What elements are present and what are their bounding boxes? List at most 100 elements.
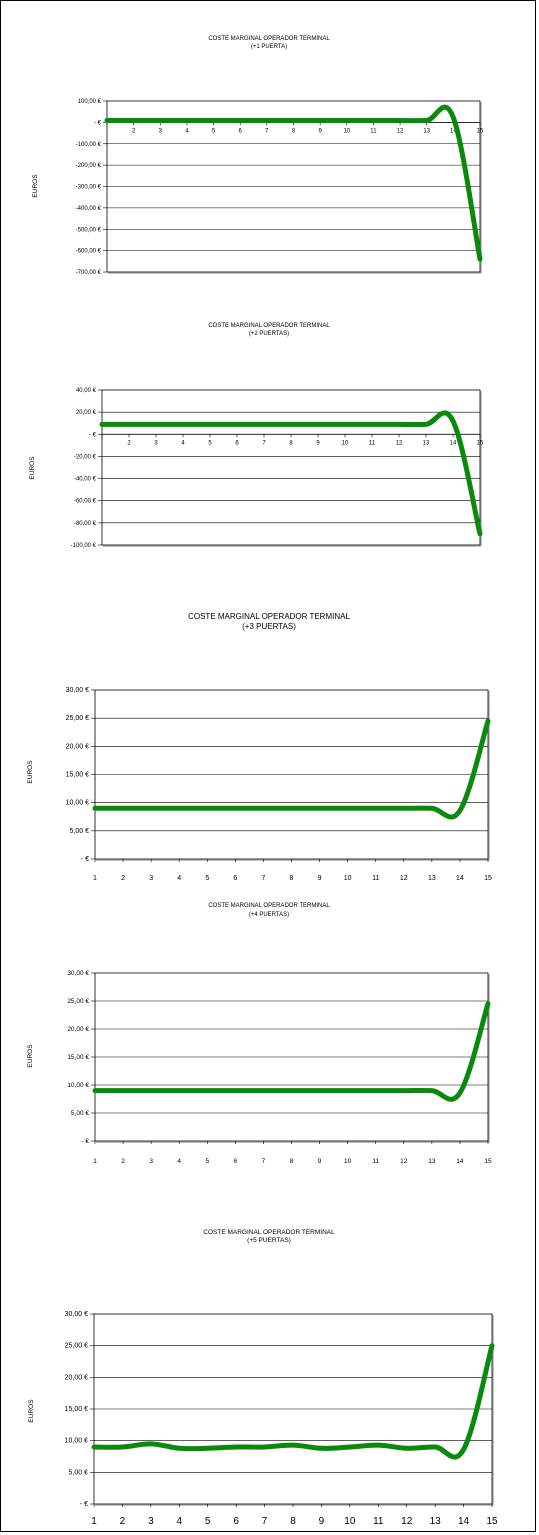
x-tick-label: 1: [93, 1158, 97, 1165]
y-tick-label: - €: [89, 432, 97, 438]
plot-area: [101, 389, 481, 546]
y-tick-label: 15,00 €: [65, 1406, 88, 1413]
x-tick-label: 9: [319, 1516, 325, 1527]
x-tick-label: 12: [400, 875, 408, 882]
y-tick-label: 20,00 €: [65, 1374, 88, 1381]
chart-svg: COSTE MARGINAL OPERADOR TERMINAL (+1 PUER…: [32, 36, 484, 276]
y-tick-label: 100,00 €: [78, 99, 102, 105]
x-tick-label: 12: [400, 1158, 408, 1165]
x-tick-label: 3: [154, 440, 158, 446]
x-tick-label: 11: [373, 1516, 384, 1527]
y-tick-label: 25,00 €: [65, 1343, 88, 1350]
x-tick-label: 9: [318, 875, 322, 882]
x-tick-label: 3: [149, 1158, 153, 1165]
y-tick-label: -80,00 €: [74, 521, 97, 527]
x-tick-label: 9: [318, 128, 322, 134]
x-tick-label: 10: [344, 875, 352, 882]
x-tick-label: 8: [289, 440, 293, 446]
x-tick-label: 11: [370, 128, 377, 134]
x-tick-label: 12: [401, 1516, 413, 1527]
x-tick-label: 14: [456, 875, 464, 882]
x-tick-label: 10: [344, 1516, 356, 1527]
x-tick-label: 15: [486, 1516, 498, 1527]
y-axis-label: EUROS: [27, 760, 34, 784]
plot-area: [106, 100, 481, 273]
y-tick-label: 25,00 €: [67, 998, 89, 1005]
y-tick-label: 10,00 €: [66, 800, 89, 807]
chart-1: COSTE MARGINAL OPERADOR TERMINAL (+1 PUER…: [0, 0, 539, 285]
x-tick-label: 13: [430, 1516, 442, 1527]
y-tick-label: -300,00 €: [76, 185, 102, 191]
y-axis-label: EUROS: [27, 1044, 34, 1068]
x-tick-label: 11: [372, 1158, 379, 1165]
x-tick-label: 4: [177, 875, 181, 882]
x-tick-label: 9: [316, 440, 320, 446]
x-tick-label: 6: [233, 1516, 239, 1527]
y-tick-label: 20,00 €: [76, 410, 97, 416]
y-tick-label: 30,00 €: [67, 970, 89, 977]
x-tick-label: 6: [234, 1158, 238, 1165]
y-tick-label: -200,00 €: [76, 163, 102, 169]
chart-subtitle: (+1 PUERTA): [251, 44, 287, 50]
y-tick-label: 10,00 €: [67, 1082, 89, 1089]
x-tick-label: 6: [239, 128, 243, 134]
x-tick-label: 10: [344, 1158, 352, 1165]
x-tick-label: 3: [148, 1516, 154, 1527]
x-tick-label: 8: [290, 875, 294, 882]
y-tick-label: 20,00 €: [67, 1026, 89, 1033]
x-tick-label: 7: [262, 1158, 266, 1165]
chart-svg: COSTE MARGINAL OPERADOR TERMINAL (+2 PUER…: [29, 323, 484, 549]
y-tick-label: -100,00 €: [76, 142, 102, 148]
x-tick-label: 4: [177, 1516, 183, 1527]
x-tick-label: 5: [205, 1516, 211, 1527]
x-tick-label: 4: [177, 1158, 181, 1165]
chart-5: COSTE MARGINAL OPERADOR TERMINAL (+5 PUER…: [0, 1210, 539, 1535]
y-tick-label: -100,00 €: [71, 543, 97, 549]
x-tick-label: 5: [208, 440, 212, 446]
y-axis-label: EUROS: [29, 456, 36, 480]
x-tick-label: 9: [318, 1158, 322, 1165]
chart-2: COSTE MARGINAL OPERADOR TERMINAL (+2 PUER…: [0, 285, 539, 550]
x-tick-label: 11: [372, 875, 379, 882]
x-tick-label: 8: [292, 128, 296, 134]
chart-title: COSTE MARGINAL OPERADOR TERMINAL: [203, 1229, 335, 1236]
y-tick-label: 10,00 €: [65, 1438, 88, 1445]
y-tick-label: 15,00 €: [66, 772, 89, 779]
chart-subtitle: (+4 PUERTAS): [249, 912, 289, 918]
x-tick-label: 14: [456, 1158, 464, 1165]
x-tick-label: 2: [127, 440, 131, 446]
x-tick-label: 3: [159, 128, 163, 134]
x-tick-label: 2: [121, 1158, 125, 1165]
y-tick-label: - €: [81, 856, 89, 863]
y-tick-label: -600,00 €: [76, 249, 102, 255]
x-tick-label: 12: [396, 440, 403, 446]
chart-title: COSTE MARGINAL OPERADOR TERMINAL: [188, 612, 350, 621]
chart-title: COSTE MARGINAL OPERADOR TERMINAL: [208, 36, 330, 42]
x-tick-label: 10: [342, 440, 349, 446]
x-tick-label: 15: [477, 440, 484, 446]
x-tick-label: 14: [450, 440, 457, 446]
y-tick-label: -700,00 €: [76, 270, 102, 276]
x-tick-label: 5: [212, 128, 216, 134]
y-tick-label: 20,00 €: [66, 743, 89, 750]
x-tick-label: 6: [235, 440, 239, 446]
x-tick-label: 2: [120, 1516, 126, 1527]
y-tick-label: - €: [81, 1138, 89, 1145]
x-tick-label: 13: [423, 440, 430, 446]
chart-subtitle: (+3 PUERTAS): [242, 622, 296, 631]
y-tick-label: -40,00 €: [74, 477, 97, 483]
x-tick-label: 2: [132, 128, 136, 134]
y-axis-label: EUROS: [28, 1399, 35, 1423]
chart-svg: COSTE MARGINAL OPERADOR TERMINAL(+5 PUER…: [28, 1229, 498, 1527]
y-tick-label: 5,00 €: [69, 1469, 89, 1476]
series-line-1: [104, 104, 483, 262]
chart-subtitle: (+5 PUERTAS): [247, 1237, 291, 1244]
y-tick-label: - €: [94, 120, 102, 126]
chart-svg: COSTE MARGINAL OPERADOR TERMINAL(+3 PUER…: [27, 612, 492, 882]
y-tick-label: 30,00 €: [66, 687, 89, 694]
chart-subtitle: (+2 PUERTAS): [249, 331, 289, 337]
chart-3: COSTE MARGINAL OPERADOR TERMINAL (+3 PUER…: [0, 550, 539, 885]
x-tick-label: 13: [428, 875, 436, 882]
x-tick-label: 11: [369, 440, 376, 446]
x-tick-label: 10: [343, 128, 350, 134]
